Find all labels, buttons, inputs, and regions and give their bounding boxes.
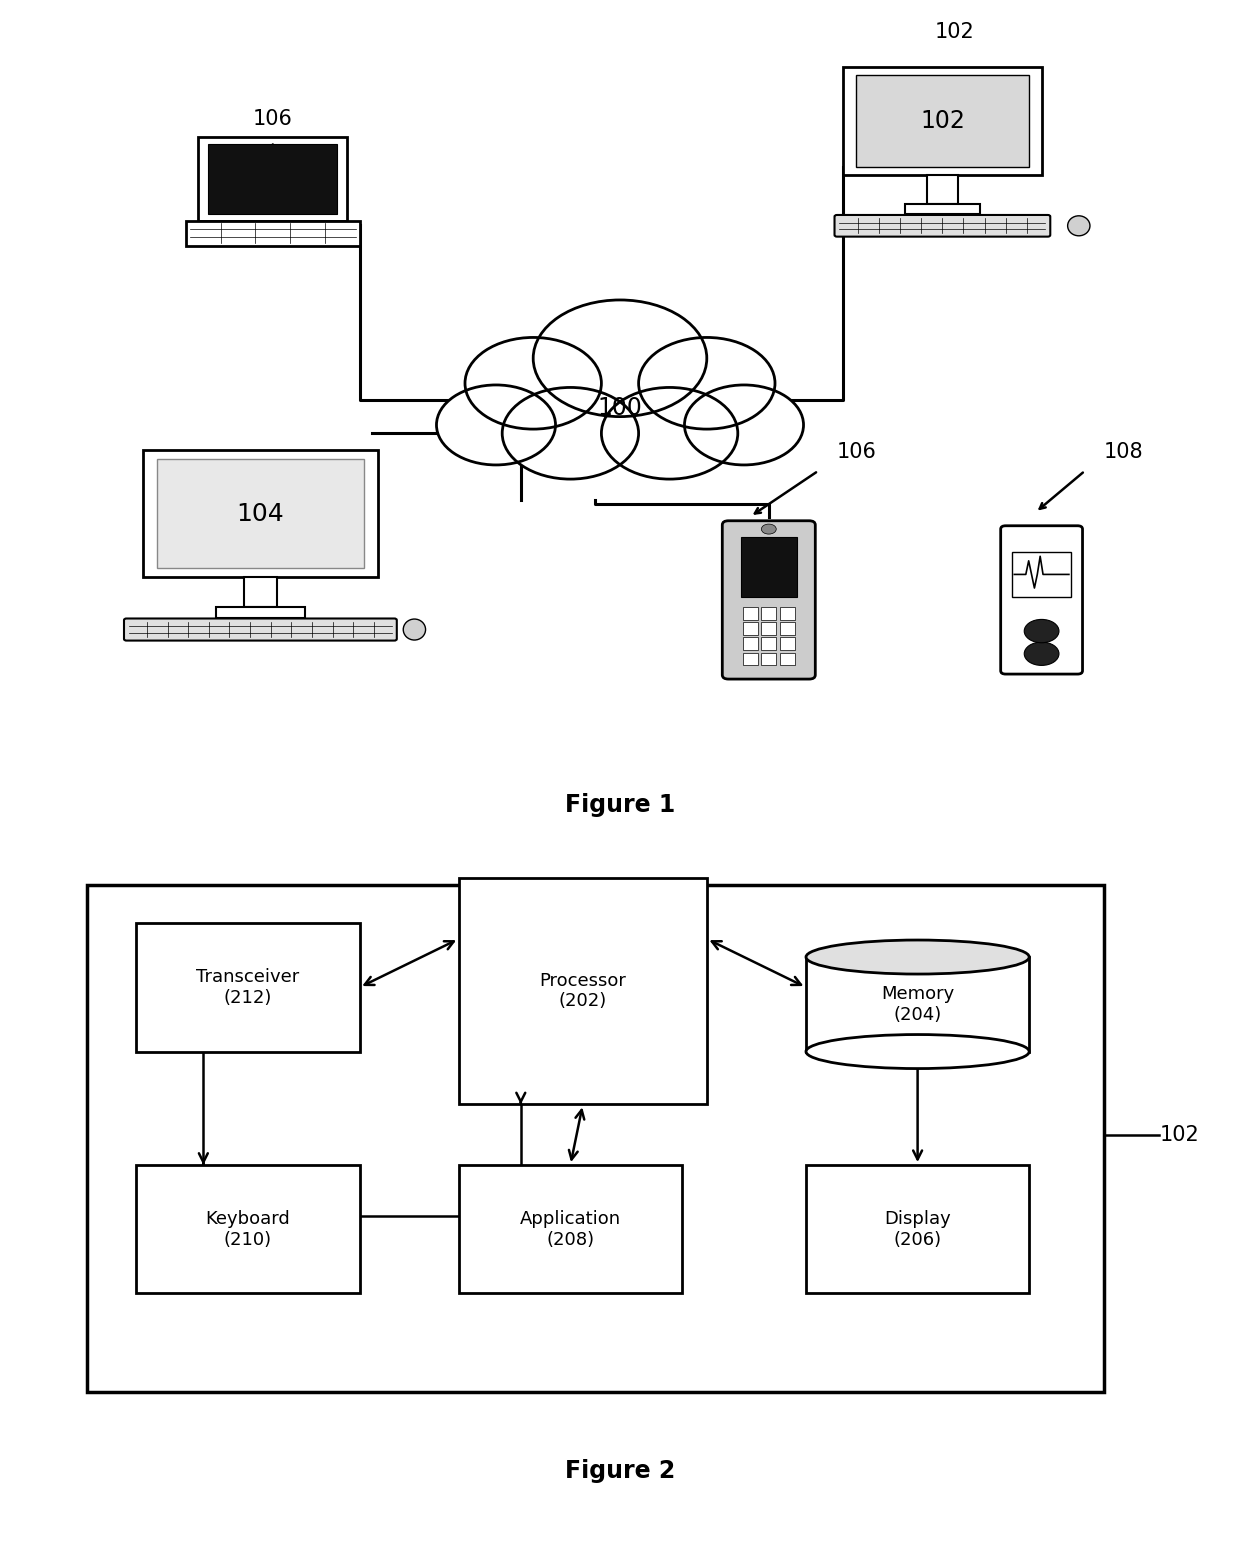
- FancyBboxPatch shape: [136, 1165, 360, 1293]
- FancyBboxPatch shape: [743, 637, 758, 650]
- Circle shape: [436, 384, 556, 464]
- FancyBboxPatch shape: [761, 637, 776, 650]
- FancyBboxPatch shape: [459, 1165, 682, 1293]
- FancyBboxPatch shape: [843, 66, 1042, 174]
- FancyBboxPatch shape: [780, 622, 795, 634]
- Text: 102: 102: [1159, 1125, 1199, 1145]
- FancyBboxPatch shape: [136, 923, 360, 1052]
- Text: Figure 2: Figure 2: [565, 1458, 675, 1483]
- FancyBboxPatch shape: [761, 606, 776, 620]
- FancyBboxPatch shape: [459, 878, 707, 1105]
- Text: 106: 106: [253, 110, 293, 130]
- Text: 106: 106: [837, 443, 877, 463]
- FancyBboxPatch shape: [144, 451, 377, 577]
- FancyBboxPatch shape: [761, 653, 776, 665]
- FancyBboxPatch shape: [743, 653, 758, 665]
- Text: 102: 102: [935, 22, 975, 42]
- FancyBboxPatch shape: [216, 608, 305, 617]
- Circle shape: [601, 387, 738, 478]
- Ellipse shape: [806, 940, 1029, 974]
- FancyBboxPatch shape: [124, 619, 397, 640]
- FancyBboxPatch shape: [780, 606, 795, 620]
- FancyBboxPatch shape: [780, 637, 795, 650]
- FancyBboxPatch shape: [87, 886, 1104, 1392]
- Circle shape: [639, 338, 775, 429]
- FancyBboxPatch shape: [722, 520, 816, 679]
- Ellipse shape: [1068, 216, 1090, 236]
- FancyBboxPatch shape: [471, 370, 769, 438]
- Text: Processor
(202): Processor (202): [539, 972, 626, 1011]
- Text: Application
(208): Application (208): [520, 1210, 621, 1248]
- FancyBboxPatch shape: [761, 622, 776, 634]
- FancyBboxPatch shape: [743, 606, 758, 620]
- FancyBboxPatch shape: [1012, 552, 1071, 597]
- Polygon shape: [208, 143, 337, 214]
- Text: 102: 102: [920, 110, 965, 133]
- Polygon shape: [198, 137, 347, 221]
- FancyBboxPatch shape: [780, 653, 795, 665]
- Text: Keyboard
(210): Keyboard (210): [206, 1210, 290, 1248]
- Text: 108: 108: [1104, 443, 1143, 463]
- Text: Figure 1: Figure 1: [565, 793, 675, 816]
- Circle shape: [761, 525, 776, 534]
- Text: Memory
(204): Memory (204): [880, 984, 955, 1023]
- FancyBboxPatch shape: [743, 622, 758, 634]
- FancyBboxPatch shape: [742, 537, 797, 597]
- Circle shape: [1024, 619, 1059, 643]
- FancyBboxPatch shape: [806, 1165, 1029, 1293]
- Ellipse shape: [806, 1034, 1029, 1069]
- Text: Display
(206): Display (206): [884, 1210, 951, 1248]
- Text: 100: 100: [598, 397, 642, 420]
- Circle shape: [533, 299, 707, 417]
- Polygon shape: [186, 221, 360, 245]
- Polygon shape: [928, 174, 957, 204]
- FancyBboxPatch shape: [1001, 526, 1083, 674]
- FancyBboxPatch shape: [905, 204, 980, 214]
- Text: Transceiver
(212): Transceiver (212): [196, 967, 300, 1006]
- Circle shape: [465, 338, 601, 429]
- FancyBboxPatch shape: [856, 76, 1029, 167]
- Circle shape: [502, 387, 639, 478]
- FancyBboxPatch shape: [156, 458, 365, 568]
- FancyBboxPatch shape: [835, 214, 1050, 236]
- Circle shape: [684, 384, 804, 464]
- Text: 104: 104: [237, 501, 284, 526]
- FancyBboxPatch shape: [806, 957, 1029, 1052]
- Polygon shape: [243, 577, 277, 608]
- Circle shape: [1024, 642, 1059, 665]
- Ellipse shape: [403, 619, 425, 640]
